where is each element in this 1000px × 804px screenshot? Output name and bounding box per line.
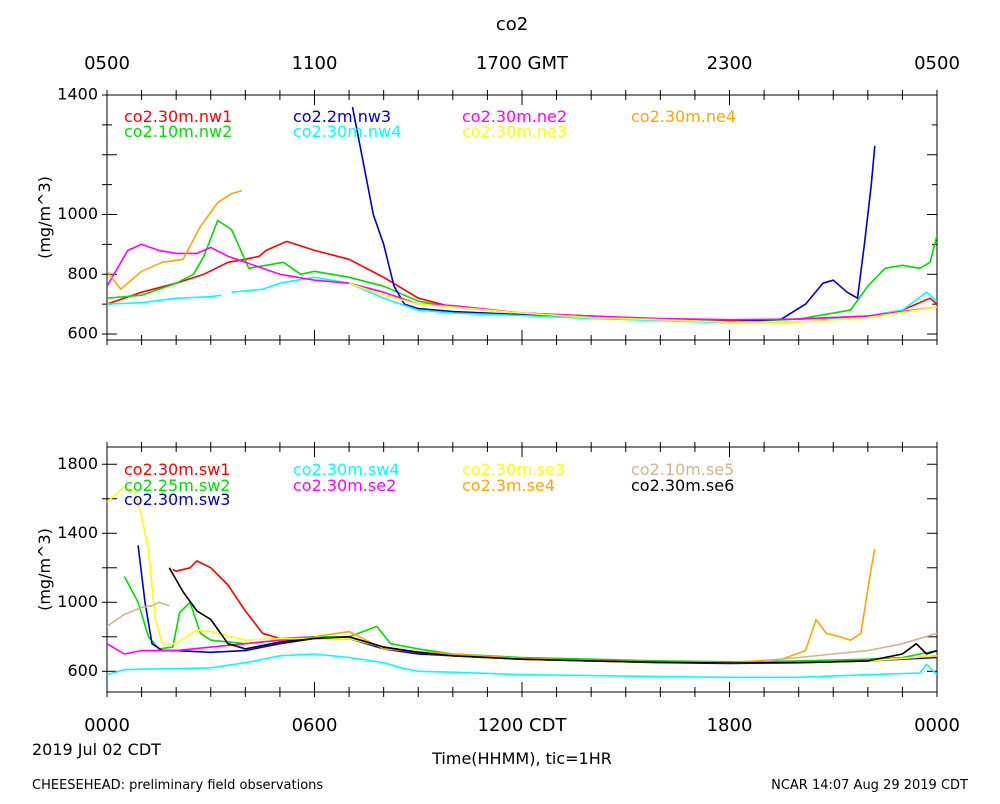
legend-entry-co2.30m.sw4: co2.30m.sw4 xyxy=(293,460,399,479)
legend-entry-co2.30m.nw1: co2.30m.nw1 xyxy=(124,107,232,126)
legend-entry-co2.3m.se4: co2.3m.se4 xyxy=(462,476,555,495)
bottom-tick-label: 0000 xyxy=(914,715,960,736)
legend-entry-co2.30m.se6: co2.30m.se6 xyxy=(631,476,734,495)
y-tick-label: 1000 xyxy=(57,204,98,223)
top-tick-label: 1700 GMT xyxy=(476,53,569,74)
legend-entry-co2.25m.sw2: co2.25m.sw2 xyxy=(124,476,230,495)
top-tick-label: 2300 xyxy=(707,53,753,74)
top-panel: 600 800 1000 1400 (mg/m^3) 0500 1100 1700 GMT 23… xyxy=(35,53,960,345)
top-tick-label: 0500 xyxy=(914,53,960,74)
series-line-co2.30m.ne2 xyxy=(107,243,937,321)
series-line-co2.30m.ne3 xyxy=(348,282,937,323)
series-line-co2.30m.ne4 xyxy=(107,189,243,290)
series-line-co2.30m.sw4 xyxy=(107,653,937,679)
x-axis-label: Time(HHMM), tic=1HR xyxy=(431,749,612,768)
y-tick-label: 800 xyxy=(67,264,98,283)
bottom-tick-label: 1800 xyxy=(707,715,753,736)
legend-entry-co2.30m.ne3: co2.30m.ne3 xyxy=(462,122,567,141)
y-tick-label: 1000 xyxy=(57,592,98,611)
footer-right: NCAR 14:07 Aug 29 2019 CDT xyxy=(771,778,968,793)
legend-entry-co2.30m.se2: co2.30m.se2 xyxy=(293,476,396,495)
footer-left: CHEESEHEAD: preliminary field observatio… xyxy=(32,778,323,793)
date-label: 2019 Jul 02 CDT xyxy=(32,740,161,759)
series-line-co2.30m.se6 xyxy=(168,567,937,664)
legend-entry-co2.30m.sw1: co2.30m.sw1 xyxy=(124,460,230,479)
y-tick-label: 600 xyxy=(67,324,98,343)
top-tick-label: 0500 xyxy=(84,53,130,74)
legend-entry-co2.30m.ne2: co2.30m.ne2 xyxy=(462,107,567,126)
bottom-tick-label: 0000 xyxy=(84,715,130,736)
bottom-tick-label: 1200 CDT xyxy=(478,715,568,736)
y-tick-label: 600 xyxy=(67,661,98,680)
y-tick-label: 1800 xyxy=(57,454,98,473)
legend: co2.30m.sw1 co2.30m.sw4 co2.30m.se3 co2.10m… xyxy=(124,460,734,509)
legend-entry-co2.30m.nw4: co2.30m.nw4 xyxy=(293,122,401,141)
y-tick-label: 1400 xyxy=(57,85,98,104)
bottom-tick-label: 0600 xyxy=(292,715,338,736)
legend-entry-co2.2m.nw3: co2.2m.nw3 xyxy=(293,107,391,126)
legend-entry-co2.10m.nw2: co2.10m.nw2 xyxy=(124,122,232,141)
series-line-co2.10m.se5 xyxy=(107,601,937,662)
series-line-co2.10m.nw2 xyxy=(107,219,937,323)
legend: co2.30m.nw1 co2.2m.nw3 co2.30m.ne2 co2.30m.… xyxy=(124,107,736,141)
series-group xyxy=(107,106,937,324)
legend-entry-co2.30m.se3: co2.30m.se3 xyxy=(462,460,565,479)
top-tick-label: 1100 xyxy=(292,53,338,74)
chart-title: co2 xyxy=(496,14,528,35)
y-tick-label: 1400 xyxy=(57,523,98,542)
legend-entry-co2.10m.se5: co2.10m.se5 xyxy=(631,460,734,479)
series-group xyxy=(107,485,937,679)
y-axis-label: (mg/m^3) xyxy=(35,528,54,611)
y-axis-label: (mg/m^3) xyxy=(35,176,54,259)
bottom-panel: 600 1000 1400 1800 (mg/m^3) 0000 0600 1200 CDT 1… xyxy=(35,442,960,736)
legend-entry-co2.30m.sw3: co2.30m.sw3 xyxy=(124,490,230,509)
legend-entry-co2.30m.ne4: co2.30m.ne4 xyxy=(631,107,736,126)
